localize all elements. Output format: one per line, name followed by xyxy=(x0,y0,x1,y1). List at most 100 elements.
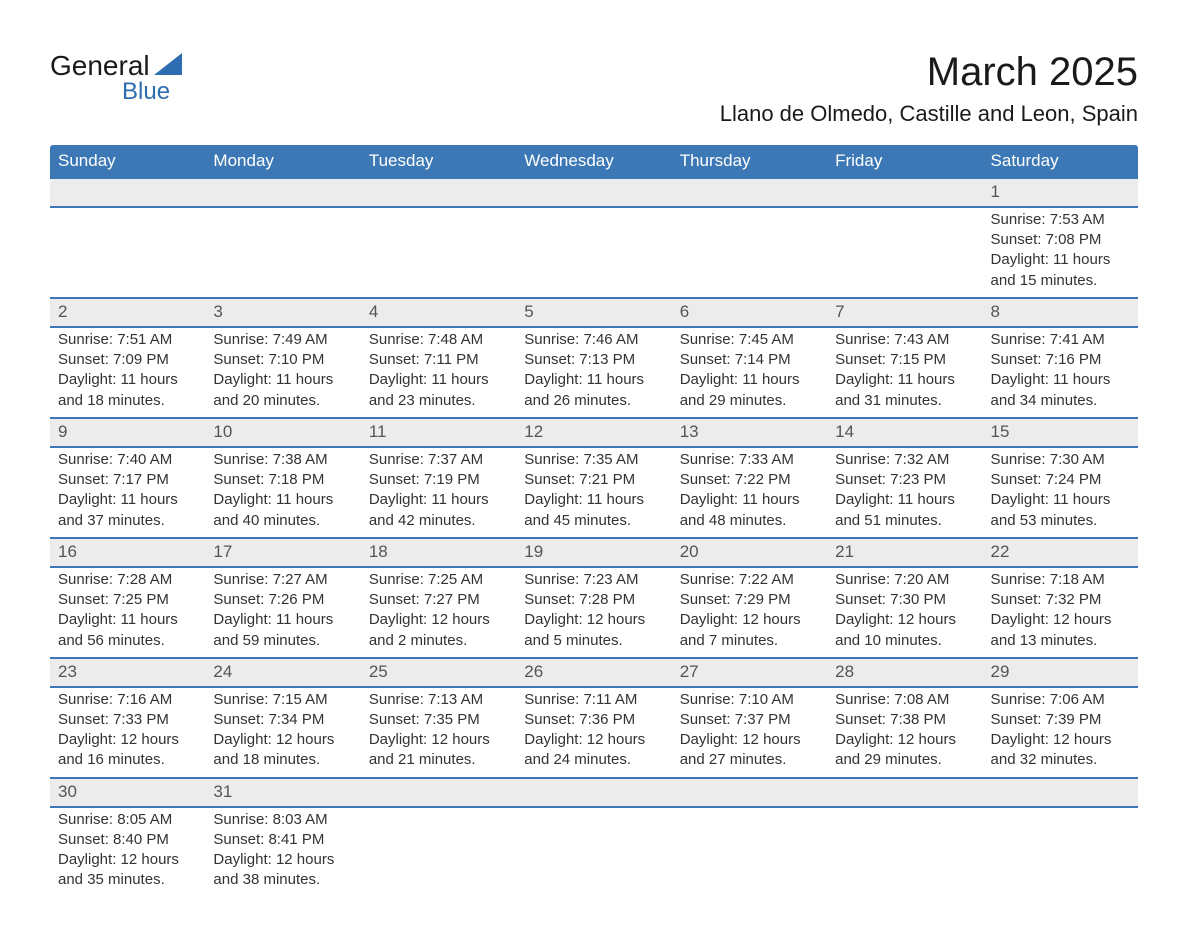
sunset-text: Sunset: 7:37 PM xyxy=(680,710,819,730)
day-detail-cell: Sunrise: 7:40 AMSunset: 7:17 PMDaylight:… xyxy=(50,447,205,538)
sunrise-text: Sunrise: 7:08 AM xyxy=(835,690,974,710)
daylight-text: Daylight: 11 hours and 23 minutes. xyxy=(369,370,508,411)
day-number-cell: 31 xyxy=(205,778,360,807)
day-detail-cell xyxy=(827,207,982,298)
weekday-header: Monday xyxy=(205,145,360,178)
sunset-text: Sunset: 7:38 PM xyxy=(835,710,974,730)
sunrise-text: Sunrise: 7:15 AM xyxy=(213,690,352,710)
sunset-text: Sunset: 7:11 PM xyxy=(369,350,508,370)
week-detail-row: Sunrise: 7:51 AMSunset: 7:09 PMDaylight:… xyxy=(50,327,1138,418)
day-detail-cell: Sunrise: 7:27 AMSunset: 7:26 PMDaylight:… xyxy=(205,567,360,658)
daylight-text: Daylight: 11 hours and 53 minutes. xyxy=(991,490,1130,531)
sunrise-text: Sunrise: 7:33 AM xyxy=(680,450,819,470)
sunrise-text: Sunrise: 7:18 AM xyxy=(991,570,1130,590)
sunrise-text: Sunrise: 7:37 AM xyxy=(369,450,508,470)
sunrise-text: Sunrise: 7:32 AM xyxy=(835,450,974,470)
day-number-cell: 29 xyxy=(983,658,1138,687)
sunrise-text: Sunrise: 7:16 AM xyxy=(58,690,197,710)
daylight-text: Daylight: 11 hours and 15 minutes. xyxy=(991,250,1130,291)
sunset-text: Sunset: 8:40 PM xyxy=(58,830,197,850)
sunset-text: Sunset: 7:15 PM xyxy=(835,350,974,370)
day-number-cell: 22 xyxy=(983,538,1138,567)
sunset-text: Sunset: 7:08 PM xyxy=(991,230,1130,250)
day-number-cell: 10 xyxy=(205,418,360,447)
day-detail-cell xyxy=(516,207,671,298)
daylight-text: Daylight: 12 hours and 38 minutes. xyxy=(213,850,352,891)
week-detail-row: Sunrise: 7:40 AMSunset: 7:17 PM Daylight:… xyxy=(50,447,1138,538)
daylight-text: Daylight: 12 hours and 2 minutes. xyxy=(369,610,508,651)
sunrise-text: Sunrise: 7:25 AM xyxy=(369,570,508,590)
day-number-cell: 3 xyxy=(205,298,360,327)
daylight-text: Daylight: 12 hours and 13 minutes. xyxy=(991,610,1130,651)
day-detail-cell: Sunrise: 7:22 AMSunset: 7:29 PMDaylight:… xyxy=(672,567,827,658)
day-detail-cell: Sunrise: 8:05 AMSunset: 8:40 PMDaylight:… xyxy=(50,807,205,897)
daylight-text: Daylight: 11 hours and 59 minutes. xyxy=(213,610,352,651)
day-detail-cell: Sunrise: 7:38 AMSunset: 7:18 PMDaylight:… xyxy=(205,447,360,538)
day-number-cell xyxy=(516,178,671,207)
day-detail-cell: Sunrise: 7:53 AMSunset: 7:08 PMDaylight:… xyxy=(983,207,1138,298)
day-number-cell xyxy=(672,778,827,807)
daylight-text: Daylight: 12 hours and 21 minutes. xyxy=(369,730,508,771)
sunset-text: Sunset: 7:17 PM xyxy=(58,470,197,490)
daylight-text: Daylight: 12 hours and 29 minutes. xyxy=(835,730,974,771)
title-month: March 2025 xyxy=(720,50,1138,95)
sunrise-text: Sunrise: 7:40 AM xyxy=(58,450,197,470)
sunrise-text: Sunrise: 7:28 AM xyxy=(58,570,197,590)
day-number-cell: 26 xyxy=(516,658,671,687)
day-detail-cell: Sunrise: 7:43 AMSunset: 7:15 PMDaylight:… xyxy=(827,327,982,418)
daylight-text: Daylight: 12 hours and 16 minutes. xyxy=(58,730,197,771)
day-detail-cell xyxy=(516,807,671,897)
day-number-cell: 23 xyxy=(50,658,205,687)
week-daynum-row: 9101112131415 xyxy=(50,418,1138,447)
sunset-text: Sunset: 7:26 PM xyxy=(213,590,352,610)
sunset-text: Sunset: 7:33 PM xyxy=(58,710,197,730)
sunrise-text: Sunrise: 7:41 AM xyxy=(991,330,1130,350)
day-detail-cell xyxy=(361,207,516,298)
day-detail-cell xyxy=(827,807,982,897)
day-number-cell: 24 xyxy=(205,658,360,687)
day-number-cell: 27 xyxy=(672,658,827,687)
daylight-text: Daylight: 12 hours and 27 minutes. xyxy=(680,730,819,771)
daylight-text: Daylight: 11 hours and 48 minutes. xyxy=(680,490,819,531)
calendar-table: SundayMondayTuesdayWednesdayThursdayFrid… xyxy=(50,145,1138,897)
weekday-header-row: SundayMondayTuesdayWednesdayThursdayFrid… xyxy=(50,145,1138,178)
daylight-text: Daylight: 12 hours and 24 minutes. xyxy=(524,730,663,771)
day-number-cell xyxy=(672,178,827,207)
week-detail-row: Sunrise: 7:53 AMSunset: 7:08 PMDaylight:… xyxy=(50,207,1138,298)
day-number-cell: 9 xyxy=(50,418,205,447)
weekday-header: Saturday xyxy=(983,145,1138,178)
day-detail-cell: Sunrise: 7:16 AMSunset: 7:33 PMDaylight:… xyxy=(50,687,205,778)
sunset-text: Sunset: 7:19 PM xyxy=(369,470,508,490)
day-detail-cell: Sunrise: 7:28 AMSunset: 7:25 PMDaylight:… xyxy=(50,567,205,658)
week-daynum-row: 23242526272829 xyxy=(50,658,1138,687)
daylight-text: Daylight: 11 hours and 45 minutes. xyxy=(524,490,663,531)
day-detail-cell: Sunrise: 7:48 AMSunset: 7:11 PMDaylight:… xyxy=(361,327,516,418)
daylight-text: Daylight: 11 hours and 51 minutes. xyxy=(835,490,974,531)
week-detail-row: Sunrise: 7:28 AMSunset: 7:25 PMDaylight:… xyxy=(50,567,1138,658)
day-detail-cell: Sunrise: 7:23 AMSunset: 7:28 PMDaylight:… xyxy=(516,567,671,658)
sunset-text: Sunset: 8:41 PM xyxy=(213,830,352,850)
week-detail-row: Sunrise: 7:16 AMSunset: 7:33 PMDaylight:… xyxy=(50,687,1138,778)
day-detail-cell: Sunrise: 7:51 AMSunset: 7:09 PMDaylight:… xyxy=(50,327,205,418)
sunrise-text: Sunrise: 8:03 AM xyxy=(213,810,352,830)
day-number-cell xyxy=(205,178,360,207)
day-number-cell xyxy=(827,178,982,207)
sunset-text: Sunset: 7:36 PM xyxy=(524,710,663,730)
daylight-text: Daylight: 12 hours and 5 minutes. xyxy=(524,610,663,651)
day-detail-cell: Sunrise: 7:46 AMSunset: 7:13 PMDaylight:… xyxy=(516,327,671,418)
day-number-cell xyxy=(827,778,982,807)
sunrise-text: Sunrise: 7:11 AM xyxy=(524,690,663,710)
day-number-cell: 21 xyxy=(827,538,982,567)
sunrise-text: Sunrise: 7:23 AM xyxy=(524,570,663,590)
sunrise-text: Sunrise: 7:10 AM xyxy=(680,690,819,710)
sunrise-text: Sunrise: 7:13 AM xyxy=(369,690,508,710)
sunset-text: Sunset: 7:30 PM xyxy=(835,590,974,610)
sunset-text: Sunset: 7:39 PM xyxy=(991,710,1130,730)
daylight-text: Daylight: 12 hours and 10 minutes. xyxy=(835,610,974,651)
sunrise-text: Sunrise: 7:27 AM xyxy=(213,570,352,590)
title-location: Llano de Olmedo, Castille and Leon, Spai… xyxy=(720,101,1138,127)
day-detail-cell: Sunrise: 7:45 AMSunset: 7:14 PMDaylight:… xyxy=(672,327,827,418)
day-number-cell: 8 xyxy=(983,298,1138,327)
day-detail-cell: Sunrise: 7:10 AMSunset: 7:37 PMDaylight:… xyxy=(672,687,827,778)
sunrise-text: Sunrise: 7:46 AM xyxy=(524,330,663,350)
